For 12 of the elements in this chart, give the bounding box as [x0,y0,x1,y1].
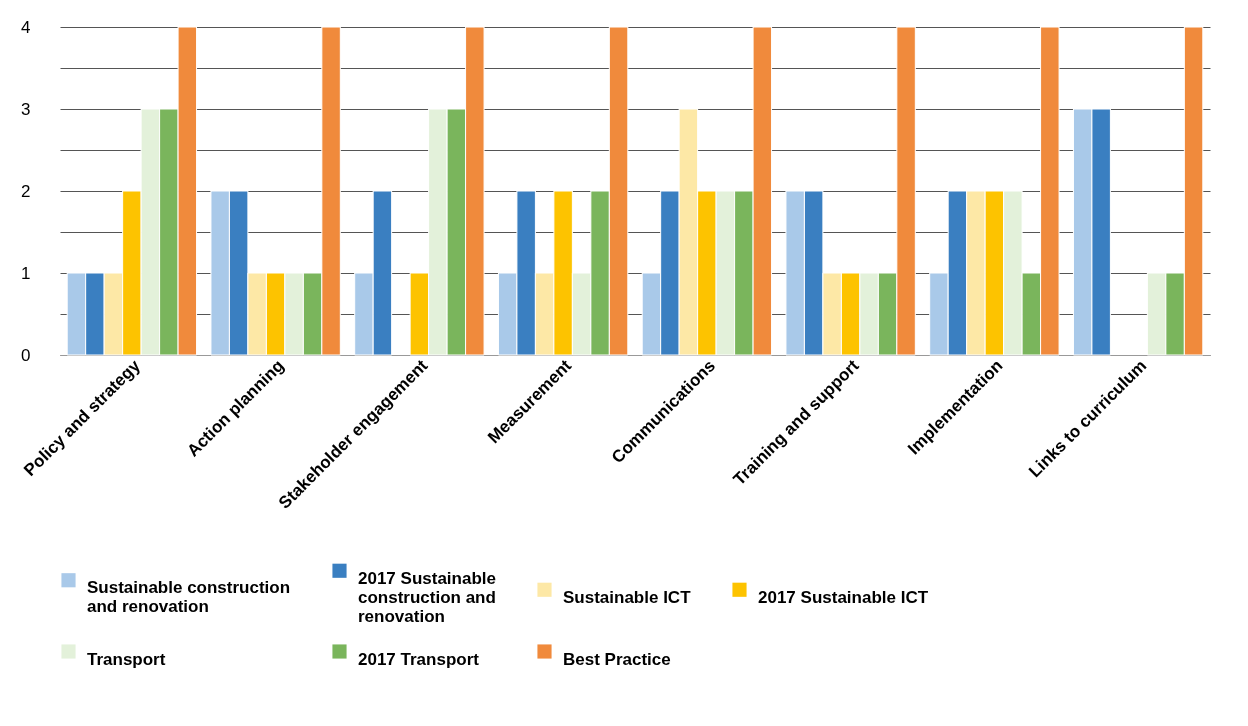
legend-label: Sustainable ICT [563,587,692,607]
legend-label: Sustainable construction and renovation [87,578,291,617]
legend-label: Best Practice [563,649,671,669]
y-tick-label: 0 [21,345,31,365]
legend-label: 2017 Transport [358,649,480,669]
y-tick-label: 3 [21,99,31,119]
y-tick-label: 4 [21,17,31,37]
legend-label: 2017 Sustainable ICT [758,587,929,607]
y-tick-label: 2 [21,181,31,201]
y-tick-label: 1 [21,263,31,283]
legend-label: 2017 Sustainable construction and renovation [358,568,496,626]
legend-label: Transport [87,649,166,669]
